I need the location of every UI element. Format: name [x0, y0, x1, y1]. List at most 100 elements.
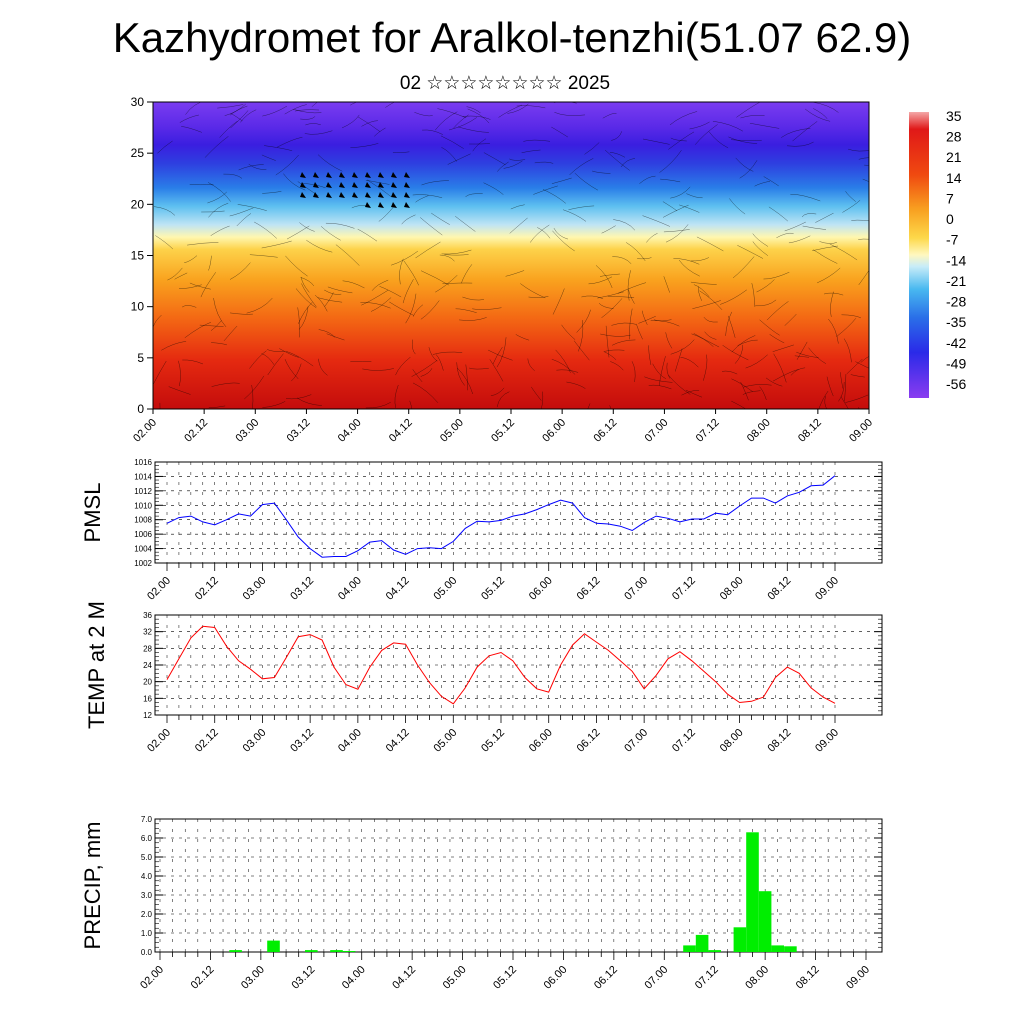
streamline: [731, 139, 762, 141]
streamline: [505, 270, 525, 277]
streamline: [317, 297, 343, 303]
streamline: [469, 367, 489, 370]
streamline: [790, 367, 806, 376]
streamline: [370, 297, 392, 312]
streamline: [392, 151, 410, 153]
streamline: [729, 198, 746, 215]
streamline: [230, 110, 249, 129]
streamline: [199, 324, 224, 327]
streamline: [660, 178, 681, 183]
x-tick-label: 08.12: [765, 575, 793, 603]
streamline: [811, 102, 839, 113]
streamline: [690, 281, 717, 285]
wind-arrow: [365, 202, 371, 208]
streamline: [420, 368, 433, 377]
streamline: [324, 292, 334, 307]
chart-subtitle: 02 ☆☆☆☆☆☆☆☆ 2025: [399, 73, 611, 94]
streamline: [420, 270, 450, 286]
streamline: [617, 282, 647, 294]
streamline: [412, 304, 424, 317]
x-tick-label: 08.00: [718, 575, 746, 603]
streamline: [662, 201, 678, 212]
streamline: [320, 226, 341, 241]
streamline: [725, 311, 733, 336]
streamline: [796, 341, 808, 360]
streamline: [839, 372, 844, 389]
wind-arrow: [391, 182, 397, 188]
streamline: [665, 224, 689, 243]
x-tick-label: 09.00: [847, 417, 875, 445]
wind-arrow: [391, 202, 397, 208]
streamline: [153, 360, 167, 385]
streamline: [659, 150, 682, 173]
streamline: [566, 381, 586, 389]
streamline: [208, 202, 229, 218]
streamline: [503, 160, 523, 169]
streamline: [455, 216, 476, 232]
streamline: [858, 238, 869, 240]
colorbar-label: -14: [946, 252, 966, 268]
streamline: [600, 333, 631, 337]
streamline: [629, 308, 633, 340]
streamline: [846, 358, 863, 375]
precip-bar: [758, 891, 772, 952]
colorbar-label: 28: [946, 129, 962, 145]
streamline: [412, 339, 416, 355]
y-tick-label: 24: [143, 661, 152, 670]
streamline: [441, 249, 472, 255]
streamline: [708, 131, 729, 149]
streamline: [581, 295, 604, 300]
x-tick-label: 06.00: [527, 727, 555, 755]
streamline: [860, 356, 869, 363]
streamline: [680, 356, 699, 368]
streamline: [415, 241, 441, 259]
streamline: [642, 215, 671, 227]
streamline: [663, 229, 690, 233]
streamline: [466, 106, 481, 114]
y-tick-label: 28: [143, 644, 152, 653]
streamline: [604, 149, 630, 171]
streamline: [743, 384, 772, 388]
streamline: [752, 241, 769, 256]
wind-arrow: [352, 182, 358, 188]
streamline: [601, 298, 623, 319]
colorbar-gradient: [909, 112, 929, 398]
streamline: [229, 312, 253, 315]
streamline: [249, 254, 278, 258]
streamline: [461, 264, 473, 284]
streamline: [759, 319, 780, 336]
y-tick-label: 10: [131, 300, 145, 314]
y-tick-label: 0.0: [141, 948, 153, 957]
streamline: [836, 318, 857, 337]
streamline: [613, 219, 636, 231]
streamline: [703, 316, 718, 323]
x-tick-label: 04.00: [336, 575, 364, 603]
x-tick-label: 02.12: [182, 417, 210, 445]
panel-frame: [154, 461, 883, 564]
streamline: [434, 111, 458, 131]
streamline: [412, 194, 443, 198]
main-y-axis: 0 5 10 15 20 25 30: [131, 95, 153, 416]
streamline: [769, 334, 785, 344]
streamline: [731, 335, 756, 353]
streamline: [365, 179, 390, 185]
streamline: [864, 164, 869, 166]
streamline: [240, 109, 257, 123]
y-tick-label: 1.0: [141, 929, 153, 938]
streamline: [788, 235, 811, 244]
streamline: [284, 359, 299, 380]
x-tick-label: 07.00: [642, 964, 670, 992]
streamline: [598, 303, 614, 309]
x-tick-label: 02.12: [193, 575, 221, 603]
y-tick-label: 36: [143, 611, 152, 620]
x-tick-label: 02.12: [193, 727, 221, 755]
streamline: [784, 221, 806, 232]
streamline: [755, 299, 777, 307]
streamline: [659, 356, 666, 386]
streamline: [765, 377, 783, 387]
streamline: [285, 255, 308, 277]
streamline: [391, 250, 419, 266]
streamline: [311, 102, 318, 107]
streamline: [752, 233, 769, 247]
streamline: [394, 384, 399, 408]
